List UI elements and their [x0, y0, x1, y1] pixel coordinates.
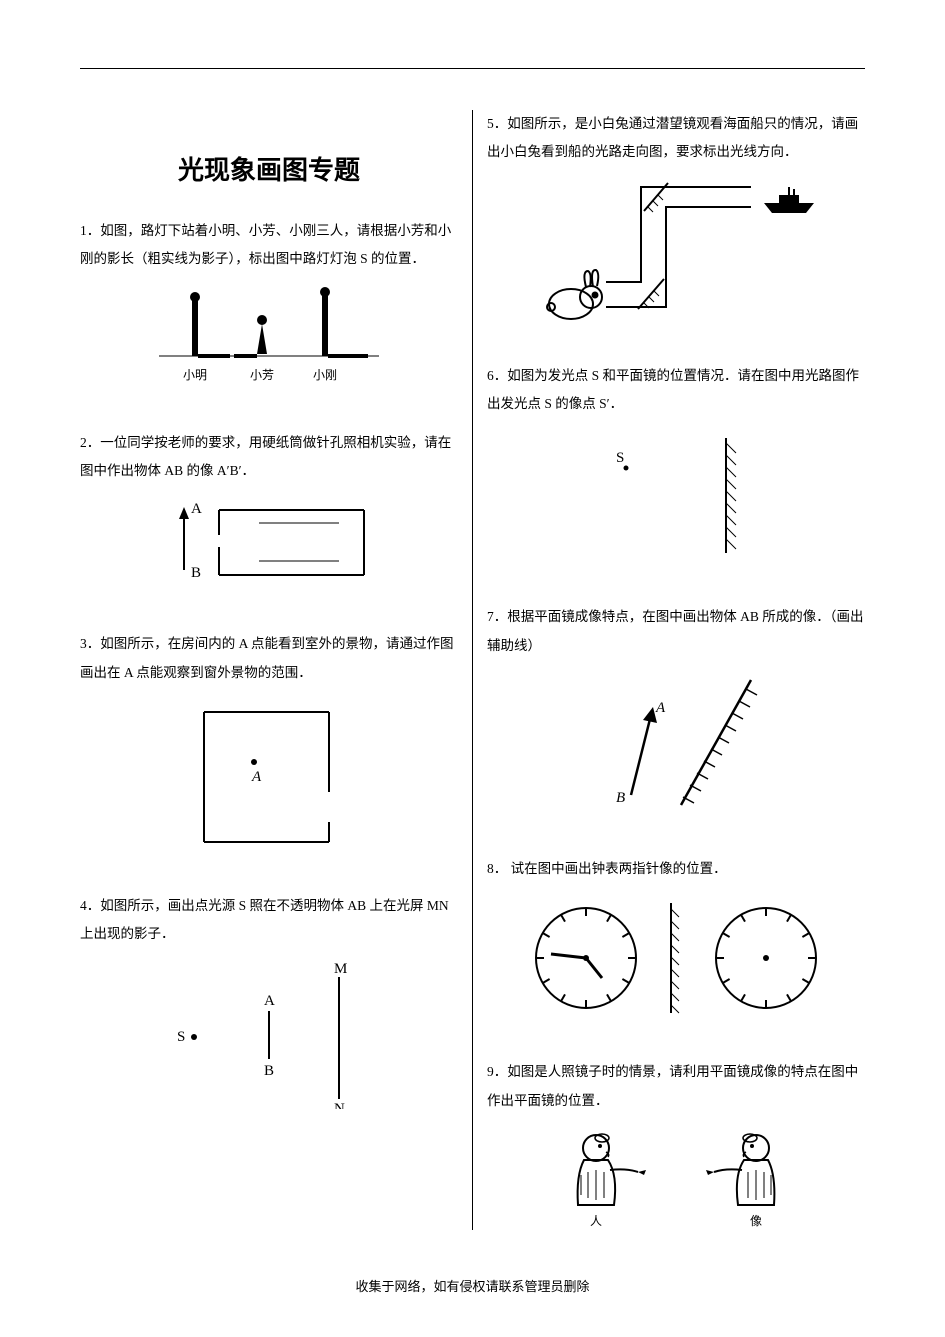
q1-label-ming: 小明 [183, 368, 207, 382]
q2-label-b: B [191, 565, 201, 581]
q1-text: 1．如图，路灯下站着小明、小芳、小刚三人，请根据小芳和小刚的影长（粗实线为影子）… [80, 217, 458, 274]
mirror-hatch-q8 [671, 909, 679, 1013]
mirror-hatch [726, 443, 736, 549]
header-rule [80, 68, 865, 69]
q7-figure: A B [487, 670, 865, 825]
q5-text: 5．如图所示，是小白兔通过潜望镜观看海面船只的情况，请画出小白兔看到船的光路走向… [487, 110, 865, 167]
q4-label-a: A [264, 993, 275, 1009]
ship-icon [764, 187, 814, 213]
q6-label-s: S [616, 450, 624, 466]
q8-figure [487, 893, 865, 1028]
person-icon [578, 1134, 646, 1205]
footer-text: 收集于网络，如有侵权请联系管理员删除 [0, 1276, 945, 1295]
right-column: 5．如图所示，是小白兔通过潜望镜观看海面船只的情况，请画出小白兔看到船的光路走向… [487, 110, 865, 1257]
q2-label-a: A [191, 501, 202, 517]
page-title: 光现象画图专题 [80, 150, 458, 187]
q1-label-fang: 小芳 [250, 368, 274, 382]
rabbit-icon [547, 270, 602, 319]
q4-text: 4．如图所示，画出点光源 S 照在不透明物体 AB 上在光屏 MN 上出现的影子… [80, 892, 458, 949]
q1-figure: 小明 小芳 小刚 [80, 284, 458, 399]
q4-label-n: N [334, 1101, 345, 1109]
q4-figure: S A B M N [80, 959, 458, 1114]
q7-label-b: B [616, 790, 625, 806]
q9-figure: 人 像 [487, 1125, 865, 1245]
q1-label-gang: 小刚 [313, 368, 337, 382]
image-icon [706, 1134, 774, 1205]
q9-label-image: 像 [750, 1214, 762, 1228]
column-divider [472, 110, 473, 1230]
clock-left [536, 908, 636, 1008]
q7-label-a: A [655, 700, 666, 716]
clock-right [716, 908, 816, 1008]
q4-label-b: B [264, 1063, 274, 1079]
q4-label-s: S [177, 1029, 185, 1045]
content-area: 光现象画图专题 1．如图，路灯下站着小明、小芳、小刚三人，请根据小芳和小刚的影长… [80, 110, 865, 1257]
q3-figure: A [80, 697, 458, 862]
q4-label-m: M [334, 961, 347, 977]
q3-text: 3．如图所示，在房间内的 A 点能看到室外的景物，请通过作图画出在 A 点能观察… [80, 630, 458, 687]
q6-text: 6．如图为发光点 S 和平面镜的位置情况．请在图中用光路图作出发光点 S 的像点… [487, 362, 865, 419]
q2-figure: A B [80, 495, 458, 600]
left-column: 光现象画图专题 1．如图，路灯下站着小明、小芳、小刚三人，请根据小芳和小刚的影长… [80, 110, 458, 1257]
q7-text: 7．根据平面镜成像特点，在图中画出物体 AB 所成的像．（画出辅助线） [487, 603, 865, 660]
q9-text: 9．如图是人照镜子时的情景，请利用平面镜成像的特点在图中作出平面镜的位置． [487, 1058, 865, 1115]
q8-text: 8． 试在图中画出钟表两指针像的位置． [487, 855, 865, 883]
q2-text: 2．一位同学按老师的要求，用硬纸筒做针孔照相机实验，请在图中作出物体 AB 的像… [80, 429, 458, 486]
q9-label-person: 人 [590, 1214, 602, 1228]
q3-label-a: A [251, 769, 262, 785]
q5-figure [487, 177, 865, 332]
mirror-hatch-angled [683, 689, 757, 803]
q6-figure: S [487, 428, 865, 573]
